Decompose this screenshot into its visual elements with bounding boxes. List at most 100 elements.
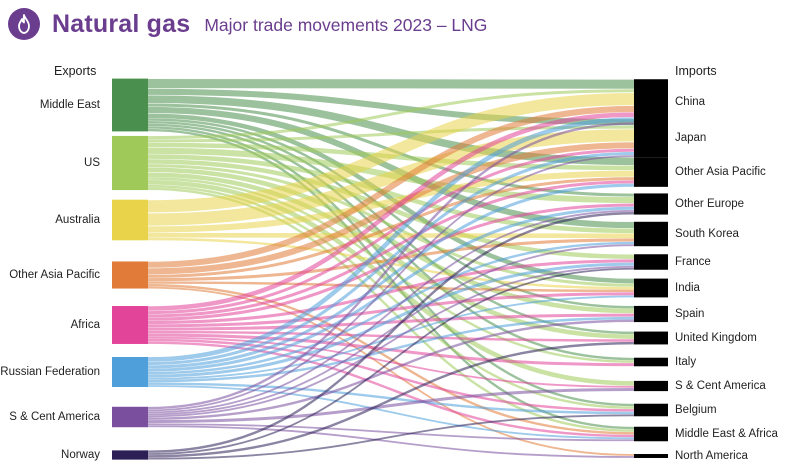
flow-link-s-cent-america-to-south-korea bbox=[147, 244, 635, 416]
imports-heading: Imports bbox=[675, 64, 717, 78]
flow-link-russian-federation-to-south-korea bbox=[147, 241, 635, 375]
importer-bar-belgium bbox=[634, 403, 668, 417]
flow-link-africa-to-united-kingdom bbox=[147, 330, 635, 342]
page-title: Natural gas bbox=[52, 9, 191, 38]
flow-link-russian-federation-to-france bbox=[147, 262, 635, 378]
importer-label: Other Europe bbox=[675, 198, 745, 210]
flow-link-norway-to-other-europe bbox=[147, 212, 635, 453]
importer-bar-france bbox=[634, 254, 668, 270]
exporter-bar-russian-federation bbox=[112, 356, 148, 388]
importer-label: North America bbox=[675, 450, 748, 462]
flow-link-africa-to-china bbox=[147, 112, 635, 311]
exporter-bar-other-asia-pacific bbox=[112, 261, 148, 289]
flow-link-us-to-japan bbox=[147, 125, 635, 143]
flow-link-s-cent-america-to-other-europe bbox=[147, 210, 635, 414]
importer-label: France bbox=[675, 256, 711, 268]
flow-links bbox=[147, 78, 635, 460]
flow-link-australia-to-japan bbox=[147, 129, 635, 226]
flow-link-us-to-united-kingdom bbox=[147, 172, 635, 339]
exports-heading: Exports bbox=[54, 64, 97, 78]
importer-label: India bbox=[675, 282, 700, 294]
exporter-label: Africa bbox=[70, 319, 100, 331]
exporter-bar-s-cent-america bbox=[112, 406, 148, 428]
exporter-label: Australia bbox=[55, 214, 100, 226]
flow-link-africa-to-india bbox=[147, 292, 635, 328]
importer-bar-united-kingdom bbox=[634, 331, 668, 345]
flow-link-other-asia-pacific-to-india bbox=[147, 281, 635, 293]
flow-link-norway-to-france bbox=[147, 267, 635, 455]
flow-link-s-cent-america-to-middle-east-africa bbox=[147, 423, 635, 442]
flow-link-us-to-china bbox=[147, 89, 635, 140]
importer-label: Italy bbox=[675, 356, 697, 368]
importer-bar-india bbox=[634, 278, 668, 298]
flow-link-russian-federation-to-belgium bbox=[147, 382, 635, 415]
flow-link-other-asia-pacific-to-other-asia-pacific bbox=[147, 177, 635, 278]
flow-link-s-cent-america-to-china bbox=[147, 122, 635, 410]
flow-link-middle-east-to-south-korea bbox=[147, 106, 635, 229]
flow-link-africa-to-other-asia-pacific bbox=[147, 180, 635, 318]
importer-bar-south-korea bbox=[634, 221, 668, 247]
importer-label: Spain bbox=[675, 308, 705, 320]
importer-label: China bbox=[675, 96, 706, 108]
flow-link-middle-east-to-china bbox=[147, 78, 635, 89]
importer-label: Other Asia Pacific bbox=[675, 166, 766, 178]
importer-label: S & Cent America bbox=[675, 380, 766, 392]
exporter-label: S & Cent America bbox=[9, 411, 100, 423]
flow-link-s-cent-america-to-spain bbox=[147, 319, 635, 420]
exporter-bar-middle-east bbox=[112, 78, 148, 132]
importer-label: Belgium bbox=[675, 404, 717, 416]
flow-link-us-to-italy bbox=[147, 177, 635, 363]
importer-bar-china bbox=[634, 79, 668, 125]
flow-link-middle-east-to-india bbox=[147, 113, 635, 284]
flow-link-russian-federation-to-middle-east-africa bbox=[147, 385, 635, 440]
exporter-label: Other Asia Pacific bbox=[9, 269, 100, 281]
flow-link-s-cent-america-to-japan bbox=[147, 155, 635, 412]
exporter-label: Norway bbox=[61, 449, 100, 461]
flow-link-norway-to-united-kingdom bbox=[147, 341, 635, 458]
exporter-bar-norway bbox=[112, 450, 148, 460]
exporter-bar-australia bbox=[112, 199, 148, 241]
flow-link-australia-to-other-asia-pacific bbox=[147, 170, 635, 233]
flow-link-russian-federation-to-spain bbox=[147, 316, 635, 383]
importer-bar-middle-east-africa bbox=[634, 426, 668, 442]
importer-bar-italy bbox=[634, 357, 668, 367]
header: Natural gas Major trade movements 2023 –… bbox=[8, 7, 487, 41]
flow-link-africa-to-spain bbox=[147, 313, 635, 331]
exporter-label: US bbox=[84, 157, 100, 169]
importer-bar-japan bbox=[634, 118, 668, 158]
flow-link-russian-federation-to-other-europe bbox=[147, 206, 635, 372]
importer-bar-s-cent-america bbox=[634, 380, 668, 392]
flow-link-other-asia-pacific-to-china bbox=[147, 105, 635, 268]
flow-link-s-cent-america-to-north-america bbox=[147, 425, 635, 458]
flow-link-middle-east-to-japan bbox=[147, 88, 635, 126]
flow-link-australia-to-south-korea bbox=[147, 232, 635, 239]
importer-label: Middle East & Africa bbox=[675, 428, 778, 440]
flow-link-africa-to-japan bbox=[147, 148, 635, 315]
exporter-bar-africa bbox=[112, 306, 148, 344]
importer-bar-north-america bbox=[634, 454, 668, 458]
flow-link-russian-federation-to-china bbox=[147, 117, 635, 362]
importer-bar-spain bbox=[634, 305, 668, 323]
exporter-bar-us bbox=[112, 135, 148, 191]
flow-link-russian-federation-to-other-asia-pacific bbox=[147, 183, 635, 369]
flow-link-australia-to-china bbox=[147, 92, 635, 213]
flow-link-africa-to-other-europe bbox=[147, 203, 635, 321]
flow-link-other-asia-pacific-to-middle-east-africa bbox=[147, 284, 635, 435]
flow-link-russian-federation-to-india bbox=[147, 295, 635, 380]
flow-link-russian-federation-to-japan bbox=[147, 151, 635, 366]
importer-label: Japan bbox=[675, 132, 707, 144]
flow-link-africa-to-france bbox=[147, 259, 635, 325]
importer-label: South Korea bbox=[675, 228, 739, 240]
flow-link-africa-to-belgium bbox=[147, 338, 635, 412]
exporter-label: Middle East bbox=[39, 99, 100, 111]
importer-bar-other-europe bbox=[634, 193, 668, 215]
flow-link-other-asia-pacific-to-japan bbox=[147, 142, 635, 275]
importer-bar-other-asia-pacific bbox=[634, 157, 668, 187]
flame-icon bbox=[8, 8, 40, 40]
importer-label: United Kingdom bbox=[675, 332, 757, 344]
flow-link-s-cent-america-to-s-cent-america bbox=[147, 387, 635, 424]
exporter-label: Russian Federation bbox=[0, 366, 100, 378]
flow-link-s-cent-america-to-france bbox=[147, 265, 635, 418]
flow-link-norway-to-belgium bbox=[147, 414, 635, 460]
